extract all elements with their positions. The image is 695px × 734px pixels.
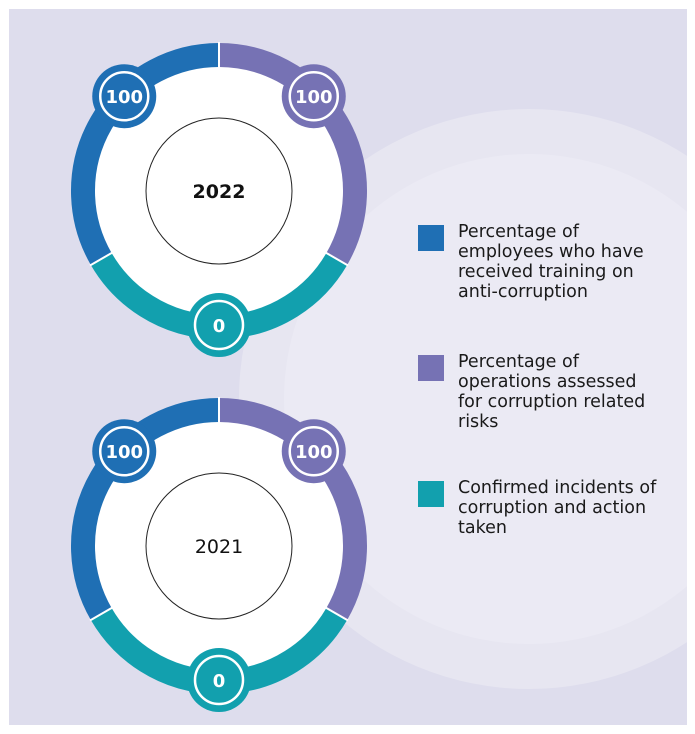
donut-svg: 2021 100 100 0	[71, 397, 367, 712]
badge-ring	[98, 70, 150, 122]
ring-separator	[325, 606, 349, 622]
value-label-operations-assessed: 100	[295, 87, 333, 108]
ring-segment-employees-trained	[71, 398, 220, 620]
value-label-employees-trained: 100	[105, 87, 143, 108]
value-label-employees-trained: 100	[105, 442, 143, 463]
badge-outer	[281, 419, 346, 484]
legend-label-incidents: Confirmed incidents of corruption and ac…	[458, 478, 657, 538]
infographic-panel: 2022 100 100 0 2021 100 100 0 Percentage of em…	[9, 9, 687, 725]
value-badge-incidents: 0	[187, 648, 251, 712]
year-label: 2021	[195, 536, 243, 558]
value-badge-incidents: 0	[187, 293, 251, 357]
donut-chart-2021: 2021 100 100 0	[49, 376, 389, 716]
badge-outer	[187, 648, 251, 712]
legend-swatch-incidents	[418, 481, 444, 507]
legend-swatch-operations-assessed	[418, 355, 444, 381]
ring-separator	[89, 251, 113, 267]
center-circle	[145, 117, 293, 265]
value-label-incidents: 0	[213, 671, 226, 692]
ring-segment-operations-assessed	[218, 398, 367, 620]
badge-ring	[193, 654, 245, 706]
badge-ring	[288, 70, 340, 122]
donut-chart-2022: 2022 100 100 0	[49, 21, 389, 361]
ring-segment-operations-assessed	[218, 43, 367, 265]
badge-ring	[193, 299, 245, 351]
value-badge-operations-assessed: 100	[281, 419, 346, 484]
value-badge-employees-trained: 100	[92, 419, 157, 484]
ring-separator	[89, 606, 113, 622]
legend-label-employees-trained: Percentage of employees who have receive…	[458, 222, 644, 302]
legend-item-operations-assessed: Percentage of operations assessed for co…	[418, 352, 658, 432]
badge-ring	[98, 425, 150, 477]
legend-label-operations-assessed: Percentage of operations assessed for co…	[458, 352, 646, 432]
badge-outer	[281, 64, 346, 129]
legend-item-incidents: Confirmed incidents of corruption and ac…	[418, 478, 658, 538]
badge-outer	[187, 293, 251, 357]
badge-outer	[92, 64, 157, 129]
value-badge-operations-assessed: 100	[281, 64, 346, 129]
legend-swatch-employees-trained	[418, 225, 444, 251]
year-label: 2022	[193, 181, 246, 203]
value-label-operations-assessed: 100	[295, 442, 333, 463]
ring-separator	[325, 251, 349, 267]
badge-outer	[92, 419, 157, 484]
ring-segment-employees-trained	[71, 43, 220, 265]
donut-svg: 2022 100 100 0	[71, 42, 367, 357]
legend-item-employees-trained: Percentage of employees who have receive…	[418, 222, 658, 302]
badge-ring	[288, 425, 340, 477]
center-circle	[145, 472, 293, 620]
value-label-incidents: 0	[213, 316, 226, 337]
value-badge-employees-trained: 100	[92, 64, 157, 129]
